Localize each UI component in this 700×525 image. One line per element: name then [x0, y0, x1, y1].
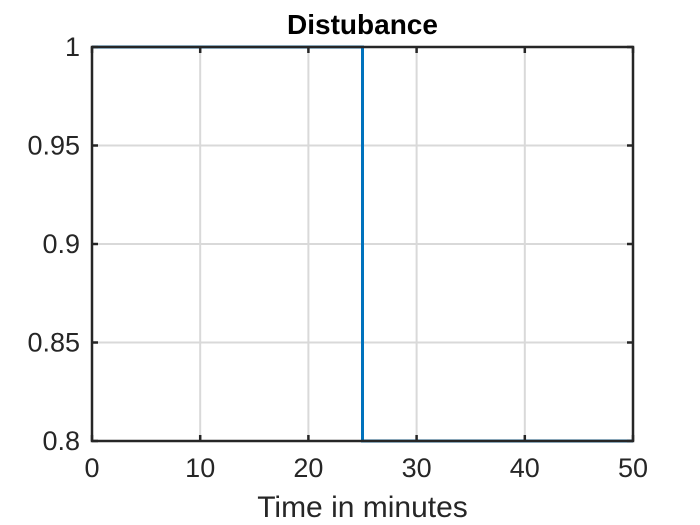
x-tick-label: 50 [618, 453, 648, 483]
x-tick-label: 10 [185, 453, 215, 483]
x-tick-label: 20 [293, 453, 323, 483]
y-tick-label: 1 [65, 32, 80, 62]
y-tick-label: 0.8 [42, 426, 80, 456]
tick-marks [90, 45, 635, 443]
chart-title: Distubance [287, 9, 438, 40]
x-tick-label: 0 [84, 453, 99, 483]
y-tick-label: 0.85 [27, 328, 80, 358]
x-tick-labels: 0 10 20 30 40 50 [84, 453, 648, 483]
y-tick-labels: 0.8 0.85 0.9 0.95 1 [27, 32, 80, 456]
x-tick-label: 30 [402, 453, 432, 483]
y-tick-label: 0.9 [42, 229, 80, 259]
x-axis-label: Time in minutes [257, 491, 468, 524]
x-tick-label: 40 [510, 453, 540, 483]
y-tick-label: 0.95 [27, 131, 80, 161]
